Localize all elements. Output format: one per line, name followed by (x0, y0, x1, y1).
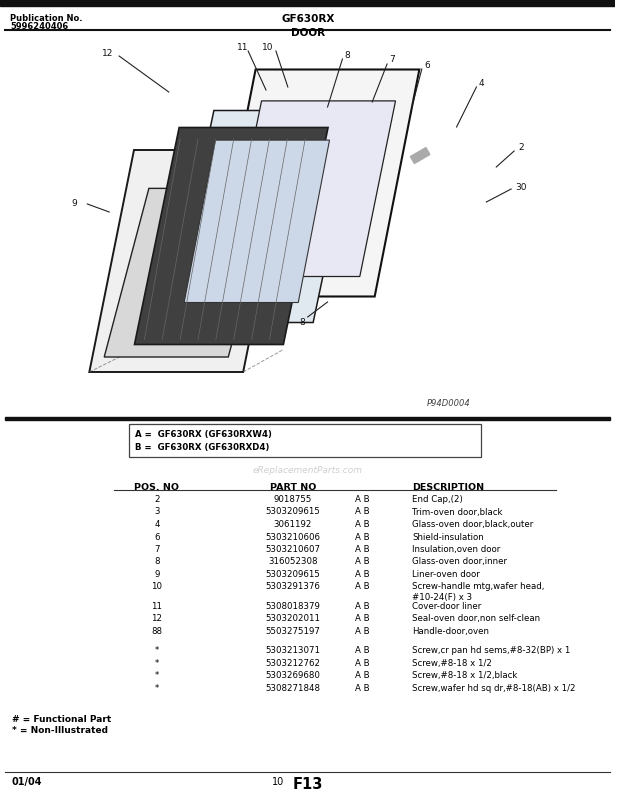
Text: A B: A B (355, 626, 370, 635)
Text: 10: 10 (262, 43, 274, 51)
Text: 4: 4 (154, 520, 159, 529)
Text: 01/04: 01/04 (12, 776, 42, 786)
Text: 2: 2 (154, 494, 159, 504)
Text: Glass-oven door,black,outer: Glass-oven door,black,outer (412, 520, 533, 529)
Text: Screw-handle mtg,wafer head,
#10-24(F) x 3: Screw-handle mtg,wafer head, #10-24(F) x… (412, 581, 544, 602)
Text: 9018755: 9018755 (273, 494, 312, 504)
Text: Seal-oven door,non self-clean: Seal-oven door,non self-clean (412, 614, 540, 622)
Text: *: * (155, 670, 159, 679)
Text: A B: A B (355, 520, 370, 529)
Text: 9: 9 (71, 198, 78, 207)
Text: A B: A B (355, 581, 370, 591)
Polygon shape (135, 128, 328, 345)
Text: A B: A B (355, 658, 370, 667)
Text: DESCRIPTION: DESCRIPTION (412, 482, 484, 492)
Text: B =  GF630RX (GF630RXD4): B = GF630RX (GF630RXD4) (135, 443, 269, 452)
Text: A B: A B (355, 602, 370, 610)
Text: A =  GF630RX (GF630RXW4): A = GF630RX (GF630RXW4) (135, 429, 272, 439)
Text: Screw,#8-18 x 1/2,black: Screw,#8-18 x 1/2,black (412, 670, 517, 679)
Text: 5308018379: 5308018379 (265, 602, 321, 610)
Text: A B: A B (355, 532, 370, 541)
Text: A B: A B (355, 545, 370, 553)
Polygon shape (211, 71, 419, 297)
Text: 6: 6 (424, 60, 430, 70)
Text: PART NO: PART NO (270, 482, 316, 492)
Text: *: * (155, 646, 159, 654)
Bar (0, 0, 616, 7)
Text: Liner-oven door: Liner-oven door (412, 569, 480, 578)
Text: A B: A B (355, 557, 370, 565)
Text: 11: 11 (151, 602, 162, 610)
Text: A B: A B (355, 670, 370, 679)
Text: Screw,cr pan hd sems,#8-32(BP) x 1: Screw,cr pan hd sems,#8-32(BP) x 1 (412, 646, 570, 654)
Text: *: * (155, 658, 159, 667)
Text: 3061192: 3061192 (273, 520, 312, 529)
Polygon shape (169, 111, 358, 323)
Text: 5303202011: 5303202011 (265, 614, 321, 622)
Text: 5308271848: 5308271848 (265, 683, 321, 692)
Text: 5303213071: 5303213071 (265, 646, 321, 654)
Text: 5303209615: 5303209615 (265, 507, 321, 516)
Text: End Cap,(2): End Cap,(2) (412, 494, 463, 504)
Text: Publication No.: Publication No. (10, 14, 82, 23)
Text: A B: A B (355, 507, 370, 516)
Text: Trim-oven door,black: Trim-oven door,black (412, 507, 502, 516)
Text: 4: 4 (479, 79, 484, 87)
Polygon shape (184, 141, 329, 303)
Bar (410, 148, 430, 164)
Text: 8: 8 (345, 51, 350, 59)
Text: 8: 8 (154, 557, 159, 565)
Text: 316052308: 316052308 (268, 557, 317, 565)
Text: 10: 10 (272, 776, 284, 786)
Text: *: * (155, 683, 159, 692)
Text: 8: 8 (300, 318, 306, 327)
Text: 5303269680: 5303269680 (265, 670, 321, 679)
Text: Shield-insulation: Shield-insulation (412, 532, 484, 541)
Text: 5303209615: 5303209615 (265, 569, 321, 578)
Text: 5303210606: 5303210606 (265, 532, 321, 541)
Polygon shape (226, 102, 396, 277)
Polygon shape (104, 189, 273, 358)
Text: Cover-door liner: Cover-door liner (412, 602, 481, 610)
Text: 6: 6 (154, 532, 159, 541)
Text: 5303212762: 5303212762 (265, 658, 321, 667)
Text: 7: 7 (389, 55, 395, 64)
Text: POS. NO: POS. NO (135, 482, 179, 492)
Text: 5303210607: 5303210607 (265, 545, 321, 553)
Text: 10: 10 (151, 581, 162, 591)
Text: P94D0004: P94D0004 (427, 399, 471, 407)
Text: 11: 11 (237, 43, 249, 51)
Text: A B: A B (355, 569, 370, 578)
Text: # = Functional Part: # = Functional Part (12, 714, 111, 723)
Text: Glass-oven door,inner: Glass-oven door,inner (412, 557, 507, 565)
Text: 12: 12 (102, 48, 113, 58)
Text: Handle-door,oven: Handle-door,oven (412, 626, 489, 635)
Text: 5996240406: 5996240406 (10, 22, 68, 31)
Text: 3: 3 (154, 507, 159, 516)
Text: Screw,#8-18 x 1/2: Screw,#8-18 x 1/2 (412, 658, 492, 667)
Text: 7: 7 (154, 545, 159, 553)
Text: A B: A B (355, 683, 370, 692)
Text: 9: 9 (154, 569, 159, 578)
Bar (5, 418, 611, 420)
Text: * = Non-Illustrated: * = Non-Illustrated (12, 725, 108, 734)
Text: F13: F13 (293, 776, 323, 791)
Polygon shape (89, 151, 288, 373)
Bar (129, 424, 481, 457)
Text: 12: 12 (151, 614, 162, 622)
Text: 2: 2 (518, 144, 524, 152)
Text: Screw,wafer hd sq dr,#8-18(AB) x 1/2: Screw,wafer hd sq dr,#8-18(AB) x 1/2 (412, 683, 575, 692)
Text: 30: 30 (515, 184, 527, 192)
Text: 88: 88 (151, 626, 162, 635)
Text: GF630RX: GF630RX (281, 14, 334, 24)
Text: DOOR: DOOR (291, 28, 325, 38)
Text: Insulation,oven door: Insulation,oven door (412, 545, 500, 553)
Text: eReplacementParts.com: eReplacementParts.com (253, 466, 363, 475)
Text: 5303291376: 5303291376 (265, 581, 321, 591)
Text: A B: A B (355, 494, 370, 504)
Text: 5503275197: 5503275197 (265, 626, 321, 635)
Text: A B: A B (355, 614, 370, 622)
Text: A B: A B (355, 646, 370, 654)
